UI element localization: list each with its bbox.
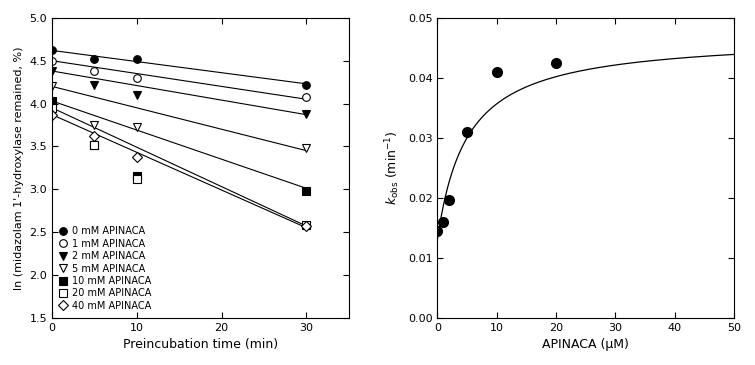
Y-axis label: $k_{\mathrm{obs}}$ (min$^{-1}$): $k_{\mathrm{obs}}$ (min$^{-1}$): [384, 130, 402, 205]
Y-axis label: ln (midazolam 1'-hydroxylase remained, %): ln (midazolam 1'-hydroxylase remained, %…: [14, 46, 24, 289]
Legend: 0 mM APINACA, 1 mM APINACA, 2 mM APINACA, 5 mM APINACA, 10 mM APINACA, 20 mM API: 0 mM APINACA, 1 mM APINACA, 2 mM APINACA…: [57, 224, 153, 313]
X-axis label: Preincubation time (min): Preincubation time (min): [123, 338, 278, 351]
X-axis label: APINACA (μM): APINACA (μM): [542, 338, 629, 351]
